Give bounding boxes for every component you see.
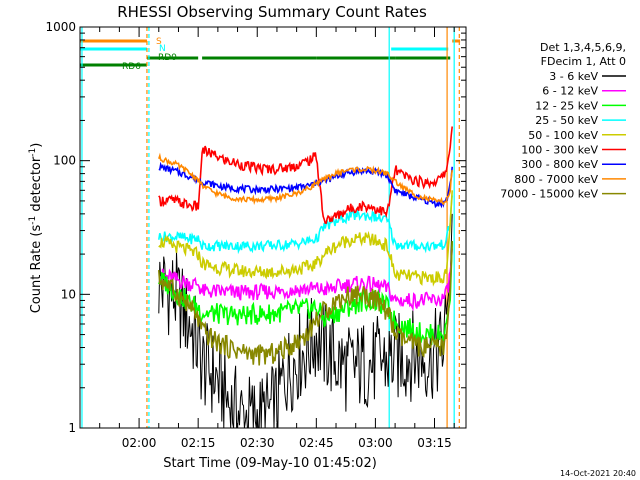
y-tick-label-2: 100	[53, 154, 76, 168]
legend-header-0: Det 1,3,4,5,6,9,	[540, 41, 626, 54]
x-axis-label: Start Time (09-May-10 01:45:02)	[163, 456, 377, 471]
legend-label-6: 300 - 800 keV	[521, 158, 598, 171]
x-tick-label-2: 02:30	[240, 436, 275, 450]
plot-frame	[79, 26, 467, 429]
series-line-2	[158, 241, 453, 346]
flag-label-rd6: RD6	[122, 62, 141, 72]
x-tick-label-0: 02:00	[122, 436, 157, 450]
legend: Det 1,3,4,5,6,9,FDecim 1, Att 0 3 - 6 keV…	[500, 41, 626, 201]
y-axis-label: Count Rate (s-1 detector-1)	[28, 143, 44, 314]
x-tick-label-1: 02:15	[181, 436, 216, 450]
flag-label-n: N	[159, 44, 166, 54]
flag-label-rd0: RD0	[158, 53, 177, 63]
timestamp: 14-Oct-2021 20:40	[560, 469, 636, 478]
legend-label-2: 12 - 25 keV	[535, 99, 598, 112]
legend-label-5: 100 - 300 keV	[521, 144, 598, 157]
legend-label-4: 50 - 100 keV	[528, 129, 598, 142]
y-tick-label-1: 10	[61, 287, 76, 301]
y-axis-label-part2: detector	[29, 156, 44, 216]
x-tick-label-4: 03:00	[358, 436, 393, 450]
flag-label-s: S	[156, 37, 162, 47]
legend-label-7: 800 - 7000 keV	[514, 173, 598, 186]
plot-area	[80, 27, 461, 428]
y-tick-label-0: 1	[68, 421, 76, 435]
y-tick-label-3: 1000	[45, 20, 76, 34]
legend-label-1: 6 - 12 keV	[542, 85, 598, 98]
legend-label-0: 3 - 6 keV	[549, 70, 598, 83]
series-line-1	[158, 248, 453, 312]
series-line-8	[158, 241, 453, 366]
legend-label-8: 7000 - 15000 keV	[500, 188, 598, 201]
x-tick-label-3: 02:45	[299, 436, 334, 450]
y-axis-label-sup2: -1	[28, 148, 38, 157]
series-line-3	[158, 195, 453, 255]
series-line-7	[158, 152, 453, 206]
legend-header-1: FDecim 1, Att 0	[541, 55, 626, 68]
chart-title: RHESSI Observing Summary Count Rates	[117, 3, 427, 21]
series-line-4	[158, 190, 453, 287]
legend-label-3: 25 - 50 keV	[535, 114, 598, 127]
series-line-5	[158, 126, 453, 224]
x-tick-label-5: 03:15	[417, 436, 452, 450]
y-axis-label-sup1: -1	[28, 216, 38, 225]
y-axis-label-part3: )	[29, 143, 44, 148]
y-axis-label-part1: Count Rate (s	[29, 225, 44, 314]
series-line-0	[158, 213, 453, 428]
series-line-6	[158, 161, 453, 209]
